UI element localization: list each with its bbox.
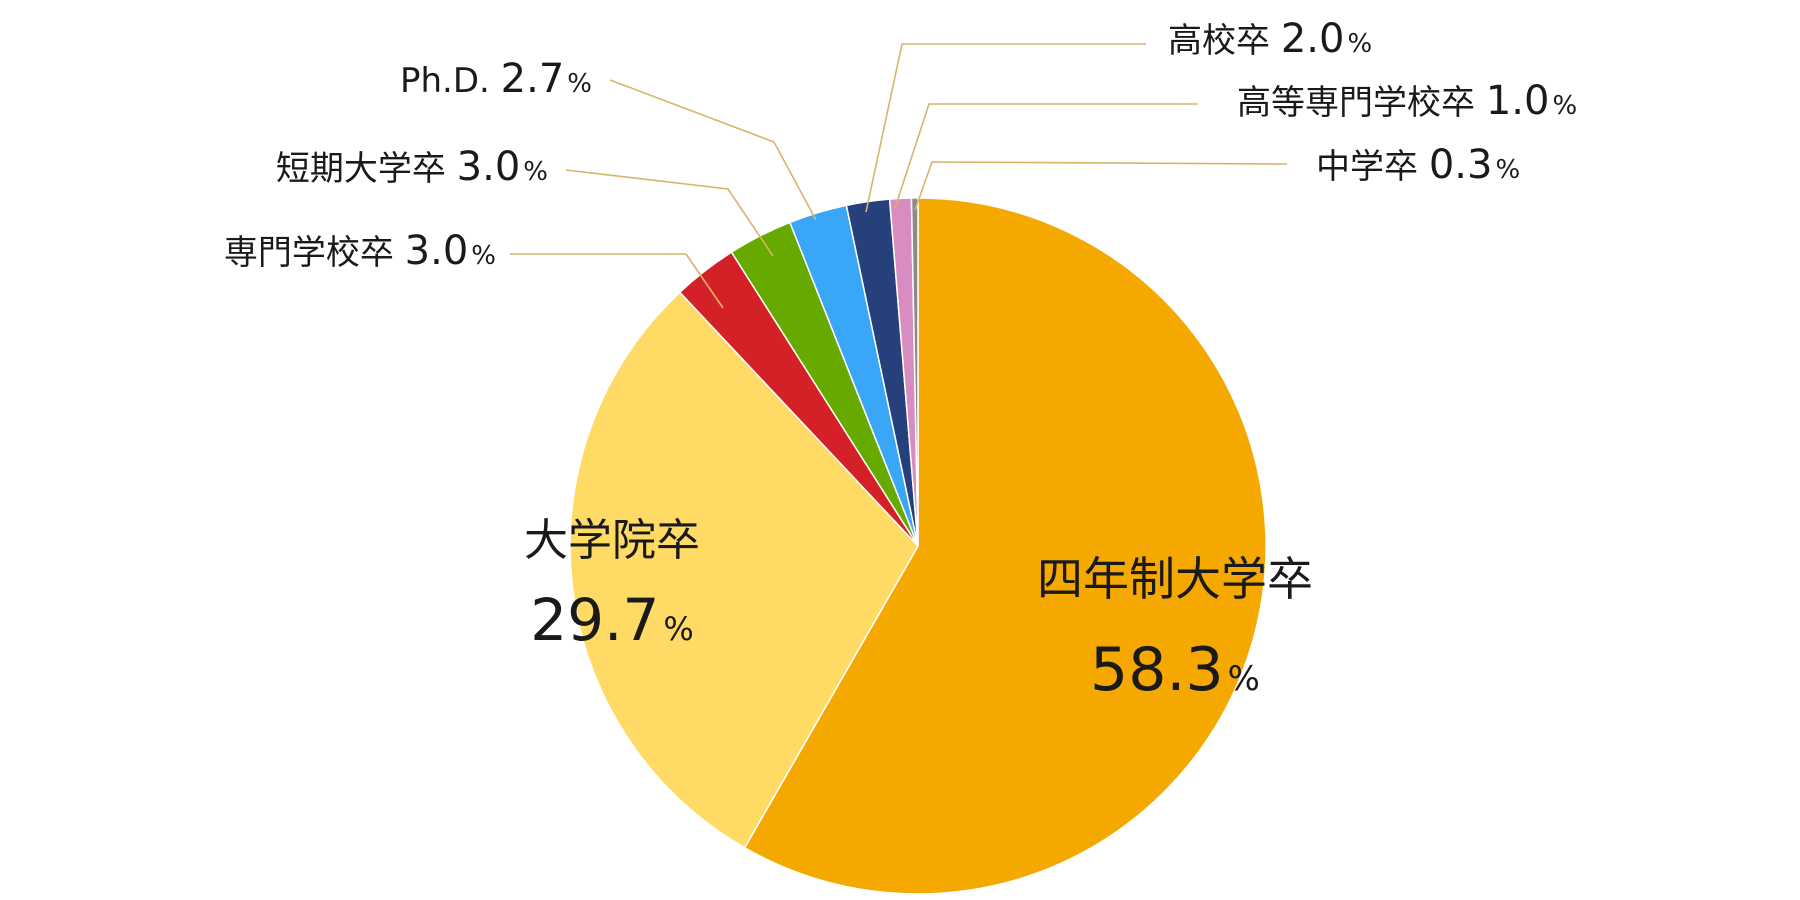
slice-label-value: 2.7 — [501, 56, 565, 102]
slice-label-unit: % — [1552, 91, 1577, 121]
slice-label: 高校卒 2.0% — [1168, 16, 1372, 62]
leader-line — [510, 253, 724, 309]
slice-label-name: 高校卒 — [1168, 21, 1281, 61]
slice-label-name: 大学院卒 — [524, 515, 700, 566]
slice-label: 短期大学卒 3.0% — [276, 144, 548, 190]
pie-slice — [743, 197, 1267, 895]
leader-line — [865, 43, 1146, 213]
leader-line — [565, 169, 774, 257]
slice-label-unit: % — [663, 610, 693, 648]
slice-label-value: 58.3% — [1090, 635, 1260, 705]
slice-label-name: 四年制大学卒 — [1037, 552, 1313, 606]
slice-label-value: 3.0 — [457, 144, 521, 190]
slice-label-name: Ph.D. — [400, 61, 501, 101]
slice-label-unit: % — [1228, 659, 1260, 699]
slice-label: Ph.D. 2.7% — [400, 56, 592, 102]
slice-label-value: 1.0 — [1486, 78, 1550, 124]
slice-label-unit: % — [471, 241, 496, 271]
slice-label-value: 0.3 — [1429, 142, 1493, 188]
slice-label-name: 高等専門学校卒 — [1237, 83, 1486, 123]
leader-lines — [510, 43, 1288, 309]
slice-label: 高等専門学校卒 1.0% — [1237, 78, 1577, 124]
slice-label-value: 2.0 — [1281, 16, 1345, 62]
slice-label: 中学卒 0.3% — [1316, 142, 1520, 188]
slice-label-name: 短期大学卒 — [276, 149, 457, 189]
slice-label-name: 中学卒 — [1316, 147, 1429, 187]
slice-label-unit: % — [523, 157, 548, 187]
leader-line — [894, 103, 1198, 209]
leader-line — [609, 79, 817, 221]
slice-label-value: 3.0 — [405, 228, 469, 274]
pie-slices — [569, 197, 1267, 895]
slice-label-unit: % — [1495, 155, 1520, 185]
slice-label: 専門学校卒 3.0% — [224, 228, 496, 274]
leader-line — [914, 161, 1288, 211]
slice-label-name: 専門学校卒 — [224, 233, 405, 273]
slice-label-unit: % — [567, 69, 592, 99]
slice-label-unit: % — [1347, 29, 1372, 59]
pie-slice — [569, 291, 919, 849]
pie-slice — [910, 197, 919, 547]
